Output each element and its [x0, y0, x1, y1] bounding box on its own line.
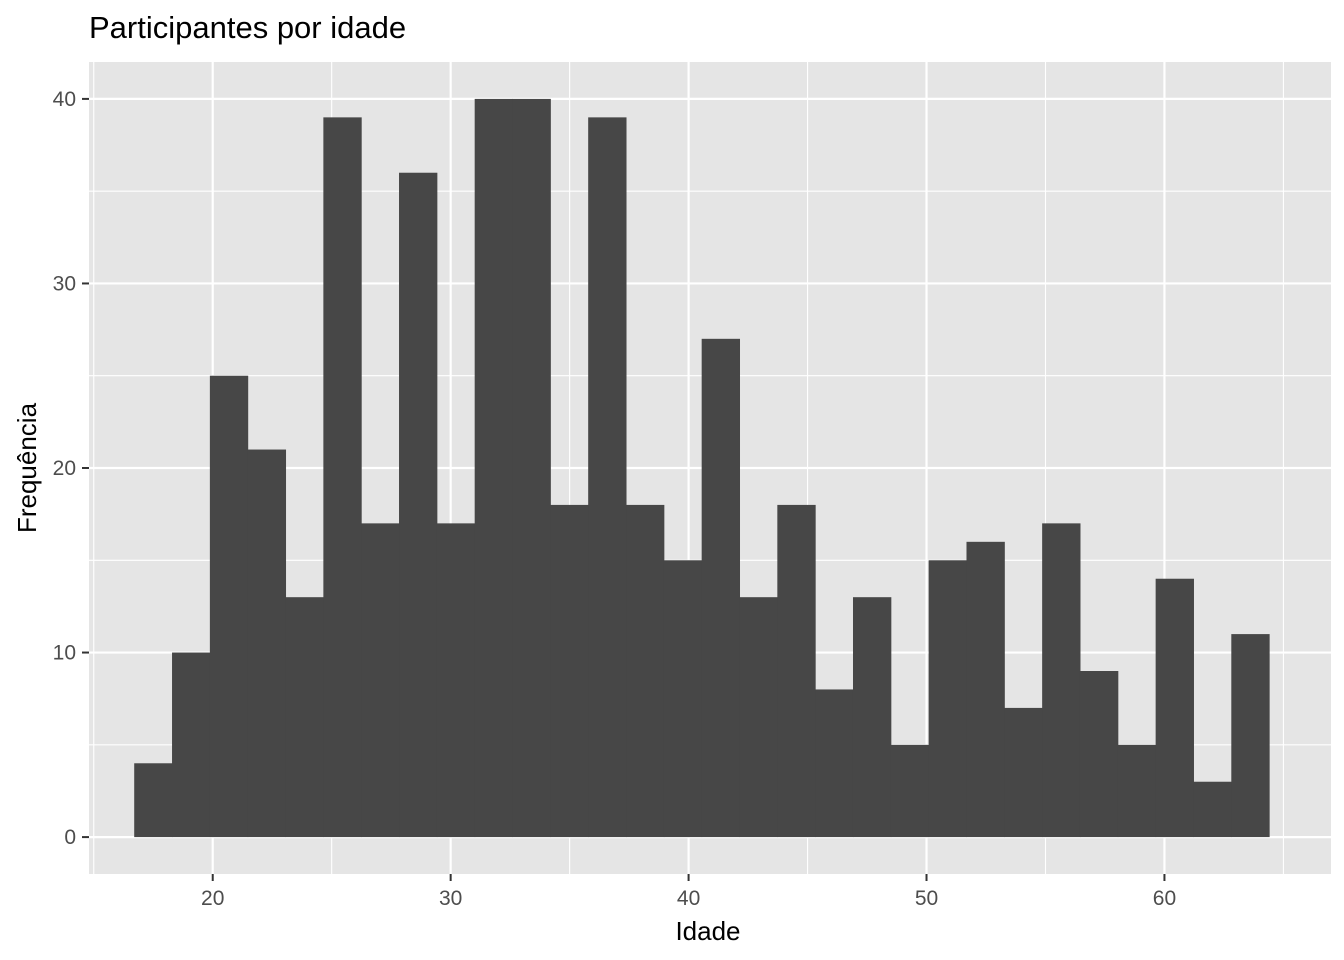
histogram-bar: [1231, 634, 1270, 838]
x-tick-label: 60: [1153, 887, 1176, 910]
histogram-bar: [1155, 578, 1194, 838]
x-axis: 20 30 40 50 60: [201, 874, 1176, 910]
histogram-bar: [739, 597, 778, 838]
histogram-bar: [1117, 744, 1157, 838]
histogram-bar: [588, 117, 627, 838]
x-tick-label: 20: [201, 887, 224, 910]
histogram-bar: [512, 98, 551, 838]
histogram-bar: [474, 98, 514, 838]
y-tick-label: 10: [53, 642, 76, 665]
histogram-bar: [323, 117, 362, 838]
x-tick-label: 50: [915, 887, 938, 910]
histogram-bar: [663, 560, 703, 838]
histogram-bar: [966, 541, 1005, 838]
histogram-bar: [626, 504, 665, 838]
y-tick-label: 40: [53, 88, 76, 111]
y-axis-title: Frequência: [12, 402, 42, 533]
histogram-bar: [436, 523, 476, 838]
y-axis: 0 10 20 30 40: [53, 88, 89, 849]
histogram-bar: [209, 375, 249, 838]
histogram-bar: [172, 652, 211, 838]
x-axis-title: Idade: [675, 916, 740, 946]
histogram-bar: [852, 597, 892, 838]
histogram-bar: [701, 338, 741, 838]
histogram-bar: [285, 597, 324, 838]
histogram-bar: [1004, 707, 1043, 838]
histogram-bars: [134, 98, 1270, 838]
histogram-bar: [928, 560, 967, 838]
histogram-bar: [247, 449, 287, 838]
chart-title: Participantes por idade: [89, 10, 406, 45]
histogram-bar: [399, 172, 438, 838]
y-tick-label: 20: [53, 457, 76, 480]
histogram-bar: [815, 689, 854, 838]
histogram-bar: [777, 504, 816, 838]
y-tick-label: 0: [64, 826, 76, 849]
histogram-bar: [1042, 523, 1081, 838]
histogram-bar: [134, 763, 173, 838]
histogram-bar: [1079, 671, 1119, 838]
histogram-bar: [550, 504, 589, 838]
x-tick-label: 30: [439, 887, 462, 910]
y-tick-label: 30: [53, 272, 76, 295]
histogram-bar: [890, 744, 930, 838]
histogram-bar: [1193, 781, 1232, 838]
x-tick-label: 40: [677, 887, 700, 910]
histogram-bar: [361, 523, 400, 838]
